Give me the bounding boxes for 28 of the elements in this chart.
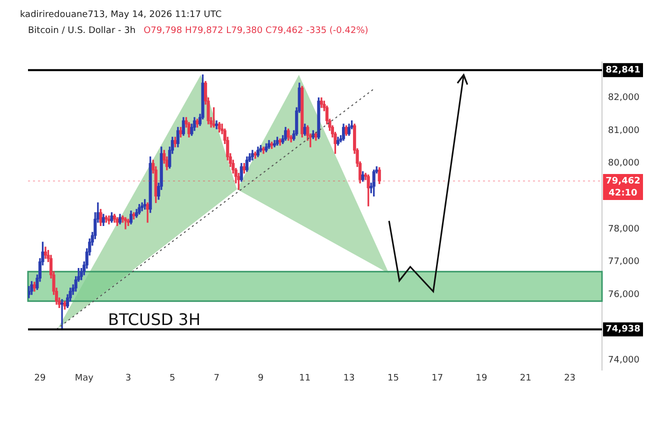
x-tick-label: 21 <box>520 374 532 384</box>
x-tick-label: 5 <box>170 374 176 384</box>
x-tick-label: 29 <box>34 374 46 384</box>
chart-title: Bitcoin / U.S. Dollar - 3h <box>28 26 136 36</box>
ref-line-label: 82,841 <box>606 66 640 76</box>
ref-line-label: 79,462 <box>606 176 640 186</box>
x-tick-label: 19 <box>476 374 488 384</box>
x-tick-label: 17 <box>432 374 444 384</box>
x-tick-label: 7 <box>214 374 220 384</box>
annotation: BTCUSD 3H <box>108 310 201 329</box>
x-tick-label: 3 <box>125 374 132 384</box>
text: 42:10 <box>608 188 638 198</box>
y-tick-label: 81,000 <box>608 126 640 136</box>
y-tick-label: 74,000 <box>608 356 640 366</box>
x-tick-label: 11 <box>299 374 311 384</box>
chart-subtitle: kadiriredouane713, May 14, 2026 11:17 UTC <box>20 10 222 20</box>
text: O79,798 H79,872 L79,380 C79,462 -335 (-0.42%) <box>144 26 368 36</box>
y-tick-label: 78,000 <box>608 224 640 234</box>
y-tick-label: 76,000 <box>608 290 640 300</box>
x-tick-label: 13 <box>343 374 355 384</box>
x-tick-label: 15 <box>387 374 399 384</box>
x-tick-label: May <box>74 374 94 384</box>
y-tick-label: 82,000 <box>608 93 640 104</box>
y-tick-label: 80,000 <box>608 158 640 169</box>
x-tick-label: 9 <box>258 374 264 384</box>
y-tick-label: 77,000 <box>608 257 640 268</box>
ref-line-label: 74,938 <box>606 324 640 335</box>
x-tick-label: 23 <box>564 374 576 384</box>
